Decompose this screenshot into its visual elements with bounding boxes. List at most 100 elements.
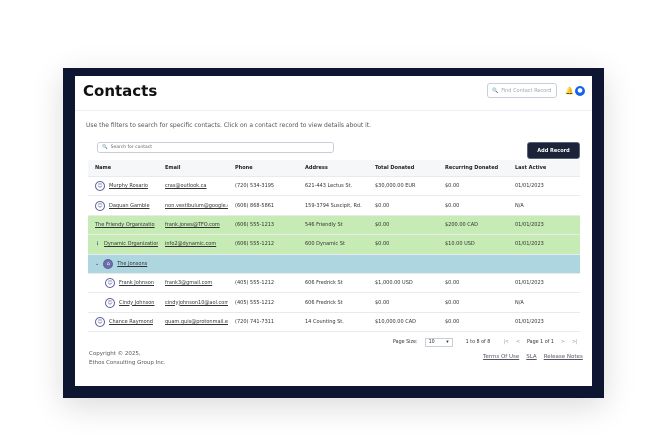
column-header[interactable]: Recurring Donated xyxy=(445,165,499,171)
sla-link[interactable]: SLA xyxy=(526,354,537,360)
name-cell: ☺ Cindy Johnson xyxy=(88,297,158,308)
person-icon: ☺ xyxy=(95,200,105,211)
contact-search-input[interactable]: 🔍 Search for contact xyxy=(97,142,334,153)
contact-name-link[interactable]: Chance Raymond xyxy=(109,318,153,325)
phone-cell: (720) 534-3195 xyxy=(235,183,275,190)
copyright-line: Ethos Consulting Group Inc. xyxy=(89,360,166,366)
table-row[interactable]: ⋮ Dynamic Organization info2@dynamic.com (6… xyxy=(88,235,580,255)
column-header[interactable]: Total Donated xyxy=(375,165,415,171)
page-description: Use the filters to search for specific c… xyxy=(86,122,372,129)
column-header[interactable]: Address xyxy=(305,165,328,171)
total-cell: $0.00 xyxy=(375,241,390,248)
email-link[interactable]: frank.jones@TFO.com xyxy=(165,221,220,228)
prev-page-icon[interactable]: < xyxy=(515,340,520,345)
phone-cell: (405) 555-1212 xyxy=(235,299,275,306)
page-title: Contacts xyxy=(83,82,158,100)
column-header[interactable]: Phone xyxy=(235,165,253,171)
first-page-icon[interactable]: |< xyxy=(503,340,509,345)
total-cell: $30,000.00 EUR xyxy=(375,183,416,190)
address-cell: 546 Friendly St xyxy=(305,221,343,228)
table-row[interactable]: ☺ Murphy Rosario cras@outlook.ca (720) 534-… xyxy=(88,177,580,197)
email-cell: quam.quis@protonmail.edu xyxy=(158,319,228,325)
total-cell: $0.00 xyxy=(375,299,390,306)
name-cell: ☺ Chance Raymond xyxy=(88,316,158,327)
contacts-table: Name Email Phone Address Total Donated R… xyxy=(88,160,580,333)
email-link[interactable]: cindyjohnson10@aol.com xyxy=(165,299,228,306)
phone-cell: (720) 741-7311 xyxy=(235,318,275,325)
find-contact-input[interactable]: 🔍 Find Contact Record xyxy=(487,83,557,98)
email-link[interactable]: cras@outlook.ca xyxy=(165,183,207,190)
recurring-cell: $0.00 xyxy=(445,183,460,190)
column-header[interactable]: Email xyxy=(165,165,181,171)
recurring-cell: $0.00 xyxy=(445,299,460,306)
email-cell: non.vestibulum@google.co xyxy=(158,203,228,209)
recurring-cell: $0.00 xyxy=(445,280,460,287)
contact-name-link[interactable]: The Friendy Organizatio xyxy=(95,221,155,228)
email-link[interactable]: info2@dynamic.com xyxy=(165,241,217,248)
table-row[interactable]: ☺ Frank Johnson frank3@gmail.com (405) 555-… xyxy=(88,274,580,294)
release-notes-link[interactable]: Release Notes xyxy=(543,354,583,360)
last-cell: 01/01/2023 xyxy=(515,241,544,248)
bell-icon[interactable]: 🔔 xyxy=(565,87,574,95)
name-cell: ☺ Frank Johnson xyxy=(88,278,158,289)
table-row[interactable]: ⌄ ⌂ The Jonsons xyxy=(88,254,580,274)
table-header: Name Email Phone Address Total Donated R… xyxy=(88,160,580,177)
column-header[interactable]: Name xyxy=(95,165,112,171)
address-cell: 606 Fredrick St xyxy=(305,280,343,287)
email-link[interactable]: quam.quis@protonmail.edu xyxy=(165,318,228,325)
contact-name-link[interactable]: Murphy Rosario xyxy=(109,183,148,190)
find-placeholder: Find Contact Record xyxy=(501,87,552,94)
contact-name-link[interactable]: The Jonsons xyxy=(117,260,148,267)
email-link[interactable]: non.vestibulum@google.co xyxy=(165,202,228,209)
user-avatar-icon[interactable]: ● xyxy=(575,86,585,96)
contact-name-link[interactable]: Cindy Johnson xyxy=(119,299,155,306)
phone-cell: (405) 555-1212 xyxy=(235,280,275,287)
contact-name-link[interactable]: Daquan Gamble xyxy=(109,202,150,209)
table-row[interactable]: The Friendy Organizatio frank.jones@TFO.c… xyxy=(88,215,580,236)
total-cell: $10,000.00 CAD xyxy=(375,318,416,325)
search-placeholder: Search for contact xyxy=(110,145,152,150)
phone-cell: (606) 555-1213 xyxy=(235,221,275,228)
chevron-down-icon[interactable]: ⌄ xyxy=(95,260,100,267)
address-cell: 621-443 Lectus St. xyxy=(305,183,353,190)
search-icon: 🔍 xyxy=(102,145,108,150)
table-row[interactable]: ☺ Cindy Johnson cindyjohnson10@aol.com (405… xyxy=(88,293,580,313)
copyright-line: Copyright © 2025, xyxy=(89,351,141,357)
page-size-label: Page Size: xyxy=(393,340,418,345)
terms-link[interactable]: Terms Of Use xyxy=(483,354,520,360)
last-cell: 01/01/2023 xyxy=(515,221,544,228)
chevron-down-icon: ▾ xyxy=(446,340,449,345)
contact-name-link[interactable]: Frank Johnson xyxy=(119,280,154,287)
recurring-cell: $0.00 xyxy=(445,318,460,325)
recurring-cell: $0.00 xyxy=(445,202,460,209)
drag-handle-icon[interactable]: ⋮ xyxy=(95,241,100,248)
last-cell: 01/01/2023 xyxy=(515,318,544,325)
page-size-value: 10 xyxy=(428,340,435,345)
table-row[interactable]: ☺ Daquan Gamble non.vestibulum@google.co (6… xyxy=(88,196,580,216)
email-cell: frank.jones@TFO.com xyxy=(158,222,228,228)
person-icon: ☺ xyxy=(105,278,115,289)
recurring-cell: $10.00 USD xyxy=(445,241,475,248)
email-cell: cindyjohnson10@aol.com xyxy=(158,300,228,306)
phone-cell: (606) 868-5861 xyxy=(235,202,275,209)
total-cell: $0.00 xyxy=(375,221,390,228)
contact-name-link[interactable]: Dynamic Organization xyxy=(104,241,158,248)
phone-cell: (606) 555-1212 xyxy=(235,241,275,248)
last-cell: N/A xyxy=(515,299,524,306)
name-cell: ⋮ Dynamic Organization xyxy=(88,241,158,247)
last-page-icon[interactable]: >| xyxy=(571,340,578,345)
address-cell: 600 Dynamic St xyxy=(305,241,345,248)
column-header[interactable]: Last Active xyxy=(515,165,547,171)
contacts-page: Contacts 🔍 Find Contact Record 🔔 ● Use th… xyxy=(75,76,592,386)
address-cell: 159-3794 Suscipit, Rd. xyxy=(305,202,362,209)
person-icon: ☺ xyxy=(105,297,115,308)
name-cell: ☺ Daquan Gamble xyxy=(88,200,158,211)
add-record-button[interactable]: Add Record xyxy=(527,142,580,159)
page-size-select[interactable]: 10 ▾ xyxy=(424,338,453,347)
next-page-icon[interactable]: > xyxy=(560,340,565,345)
name-cell: ⌄ ⌂ The Jonsons xyxy=(88,258,288,269)
table-row[interactable]: ☺ Chance Raymond quam.quis@protonmail.edu (… xyxy=(88,313,580,333)
address-cell: 606 Fredrick St xyxy=(305,299,343,306)
email-link[interactable]: frank3@gmail.com xyxy=(165,280,213,287)
last-cell: N/A xyxy=(515,202,524,209)
